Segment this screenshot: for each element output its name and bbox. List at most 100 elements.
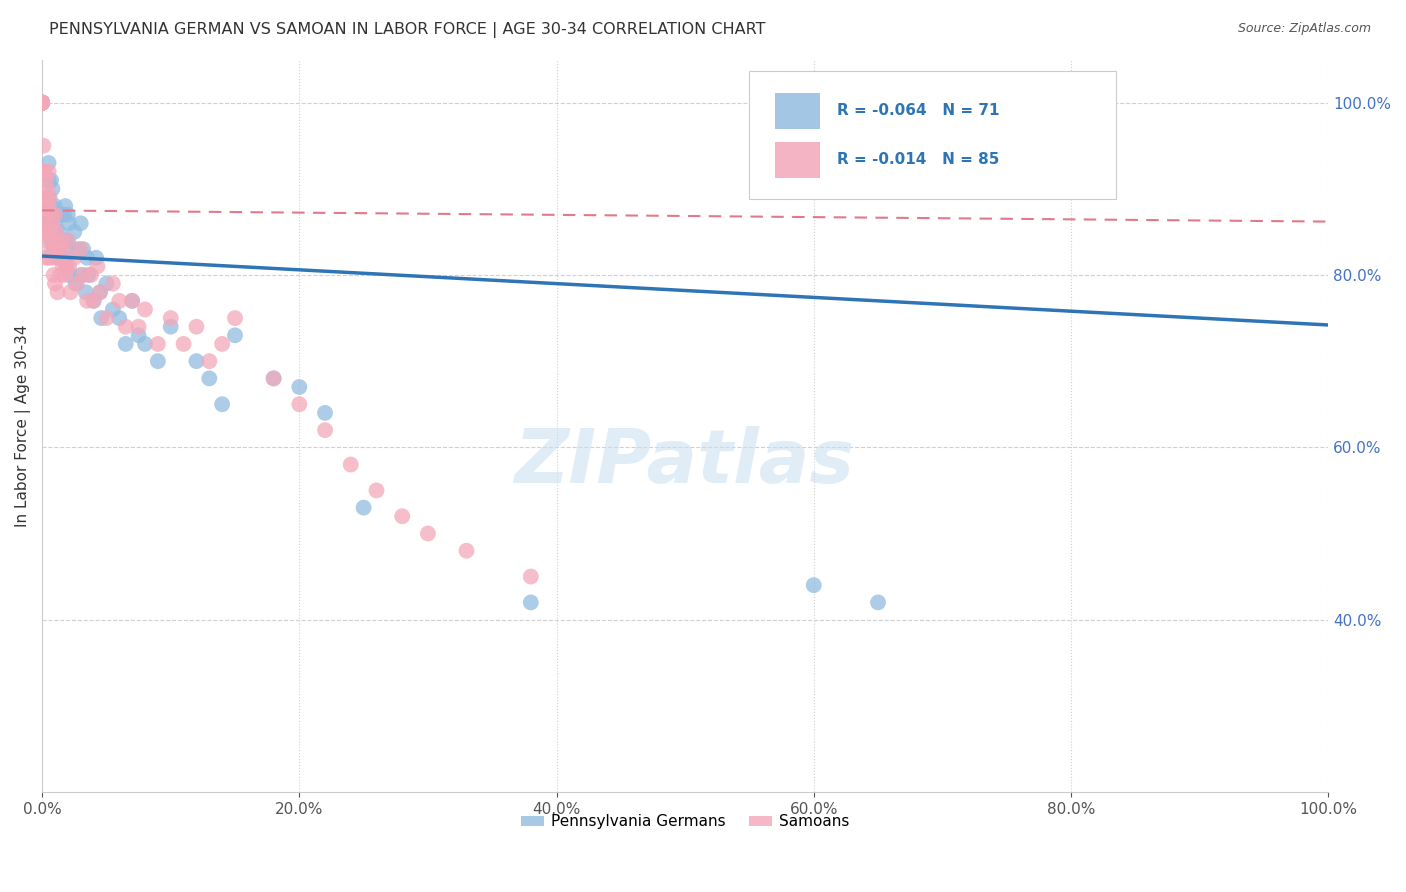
- Point: [38, 156, 60, 170]
- Text: Source: ZipAtlas.com: Source: ZipAtlas.com: [1237, 22, 1371, 36]
- Point: [44, 199, 66, 213]
- Point: [80, 268, 103, 282]
- Point: [34, 164, 56, 178]
- Point: [128, 319, 150, 334]
- Point: [55, 260, 77, 274]
- Point: [56, 208, 79, 222]
- Point: [31, 95, 53, 110]
- Point: [31, 95, 53, 110]
- Point: [90, 311, 112, 326]
- Point: [32, 138, 55, 153]
- Point: [83, 293, 105, 308]
- Point: [38, 199, 60, 213]
- Point: [48, 251, 70, 265]
- Point: [44, 242, 66, 256]
- Point: [31, 95, 53, 110]
- Point: [46, 208, 69, 222]
- Point: [288, 397, 311, 411]
- Point: [198, 371, 221, 385]
- Point: [366, 483, 388, 498]
- Point: [66, 277, 89, 291]
- Point: [108, 293, 131, 308]
- Point: [42, 234, 65, 248]
- Point: [41, 216, 63, 230]
- Point: [101, 277, 124, 291]
- Point: [46, 242, 69, 256]
- Point: [121, 293, 143, 308]
- Point: [39, 208, 62, 222]
- FancyBboxPatch shape: [775, 142, 820, 178]
- Point: [35, 173, 58, 187]
- Point: [114, 337, 136, 351]
- Point: [69, 216, 91, 230]
- Point: [59, 242, 82, 256]
- Point: [31, 95, 53, 110]
- Point: [803, 578, 825, 592]
- Point: [42, 208, 65, 222]
- Point: [49, 268, 72, 282]
- Text: R = -0.064   N = 71: R = -0.064 N = 71: [837, 103, 1000, 119]
- Point: [45, 225, 67, 239]
- Point: [84, 251, 107, 265]
- Point: [38, 190, 60, 204]
- Point: [41, 251, 63, 265]
- Point: [186, 319, 208, 334]
- Point: [53, 242, 76, 256]
- Point: [38, 190, 60, 204]
- Point: [134, 337, 156, 351]
- Point: [39, 199, 62, 213]
- Point: [41, 225, 63, 239]
- Point: [224, 328, 246, 343]
- Point: [51, 234, 73, 248]
- Point: [198, 354, 221, 368]
- Point: [67, 242, 90, 256]
- Point: [108, 311, 131, 326]
- FancyBboxPatch shape: [775, 93, 820, 129]
- Point: [34, 216, 56, 230]
- Point: [520, 595, 543, 609]
- Point: [76, 293, 98, 308]
- Point: [52, 251, 75, 265]
- Point: [35, 225, 58, 239]
- Point: [56, 234, 79, 248]
- Text: R = -0.014   N = 85: R = -0.014 N = 85: [837, 153, 1000, 168]
- Point: [72, 242, 94, 256]
- Point: [38, 251, 60, 265]
- Point: [44, 208, 66, 222]
- Point: [31, 95, 53, 110]
- Point: [44, 216, 66, 230]
- Point: [146, 354, 169, 368]
- Point: [53, 199, 76, 213]
- Point: [75, 285, 97, 300]
- Point: [77, 268, 100, 282]
- Point: [53, 268, 76, 282]
- Y-axis label: In Labor Force | Age 30-34: In Labor Force | Age 30-34: [15, 325, 31, 527]
- Point: [211, 397, 233, 411]
- Point: [89, 285, 111, 300]
- Point: [34, 190, 56, 204]
- Point: [72, 268, 94, 282]
- Text: ZIPatlas: ZIPatlas: [515, 425, 855, 499]
- Point: [114, 319, 136, 334]
- Point: [456, 543, 478, 558]
- Point: [52, 260, 75, 274]
- Point: [44, 242, 66, 256]
- Point: [41, 182, 63, 196]
- Point: [32, 190, 55, 204]
- Point: [46, 251, 69, 265]
- Point: [31, 95, 53, 110]
- Point: [31, 95, 53, 110]
- Point: [96, 277, 118, 291]
- Legend: Pennsylvania Germans, Samoans: Pennsylvania Germans, Samoans: [515, 808, 856, 836]
- Point: [51, 234, 73, 248]
- Point: [63, 225, 86, 239]
- Point: [31, 95, 53, 110]
- Point: [31, 95, 53, 110]
- Point: [101, 302, 124, 317]
- Point: [96, 311, 118, 326]
- Point: [159, 319, 181, 334]
- Point: [37, 234, 59, 248]
- Point: [48, 242, 70, 256]
- Point: [31, 95, 53, 110]
- Point: [55, 260, 77, 274]
